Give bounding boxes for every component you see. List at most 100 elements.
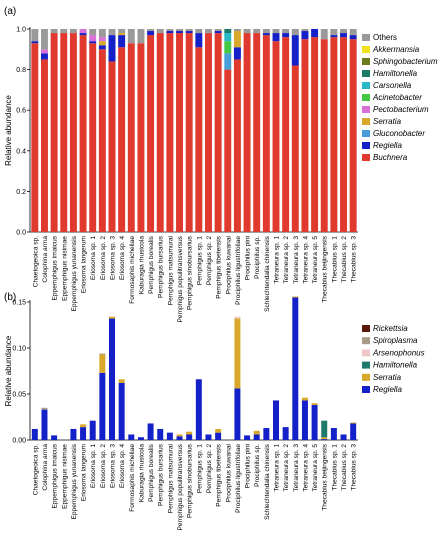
x-tick-label: Tetraneura sp. 2 bbox=[283, 236, 290, 284]
x-tick-label: Eriosoma sp. 1 bbox=[90, 236, 97, 280]
bar-a-colophina-arma-regiella bbox=[40, 53, 48, 60]
x-tick-label: Tetraneura sp. 5 bbox=[312, 236, 319, 284]
bar-a-tetraneura-sp-5-regiella bbox=[311, 29, 319, 38]
x-tick-label: Eppemphigus imaicus bbox=[52, 443, 59, 508]
y-tick-label: 0.05 bbox=[12, 392, 26, 399]
bar-b-prociphilus-ligustrifoliae-serratia bbox=[234, 318, 241, 389]
bar-b-prociphilus-pini-regiella bbox=[244, 435, 251, 440]
legend-label-pectobacterium: Pectobacterium bbox=[373, 105, 429, 114]
legend-swatch-regiella bbox=[362, 386, 370, 393]
legend-label-akkermansia: Akkermansia bbox=[372, 45, 420, 54]
bar-b-pemphigus-sp-1-regiella bbox=[195, 379, 202, 440]
bar-b-pemphigus-populitransversus-serratia bbox=[176, 434, 183, 437]
bar-b-pemphigus-sinobursarius-regiella bbox=[186, 434, 193, 440]
bar-a-schlechtendalia-chinensis-buchnera bbox=[262, 35, 270, 233]
bar-a-prociphilus-pini-others bbox=[243, 29, 251, 34]
x-tick-label: Tetraneura sp. 5 bbox=[312, 444, 319, 492]
legend-label-regiella: Regiella bbox=[373, 141, 402, 150]
x-tick-label: Thecabius sp. 3 bbox=[351, 444, 358, 491]
bar-a-tetraneura-sp-2-others bbox=[282, 29, 290, 34]
bar-a-prociphilus-ligustrifoliae-serratia bbox=[233, 31, 241, 48]
bar-b-eriosoma-sp-2-serratia bbox=[99, 354, 106, 373]
bar-b-prociphilus-sp-serratia bbox=[253, 430, 260, 435]
bar-b-formosaphis-micheliae-regiella bbox=[128, 434, 135, 440]
bar-a-tetraneura-sp-5-buchnera bbox=[311, 37, 319, 233]
x-tick-label: Pemphigus matsumurai bbox=[167, 443, 174, 513]
legend-label-gluconobacter: Gluconobacter bbox=[373, 129, 425, 138]
x-tick-label: Prociphilus pini bbox=[245, 235, 252, 280]
x-tick-label: Thecabius sp. 3 bbox=[351, 236, 358, 283]
x-tick-label: Schlechtendalia chinensis bbox=[264, 443, 271, 520]
chart-panel-b: 0.00 0.05 0.10 0.15 Relative abundance Chaeto… bbox=[4, 296, 425, 531]
x-tick-label: Tetraneura sp. 3 bbox=[293, 444, 300, 492]
bar-b-eriosoma-langerum-serratia bbox=[80, 424, 87, 428]
x-tick-label: Tetraneura sp. 1 bbox=[274, 236, 281, 284]
legend-swatch-gluconobacter bbox=[362, 130, 370, 137]
bar-b-eriosoma-sp-1-regiella bbox=[89, 420, 96, 440]
bar-b-thecabius-sp-3-serratia bbox=[350, 422, 357, 424]
bar-a-tetraneura-sp-3-buchnera bbox=[291, 65, 299, 232]
x-tick-label: Prociphilus pini bbox=[245, 443, 252, 488]
bar-b-pemphigus-tibetensis-regiella bbox=[215, 432, 222, 440]
bar-a-pemphigus-matsumurai-others bbox=[166, 29, 174, 32]
x-tick-label: Prociphilus ligustrifoliae bbox=[235, 236, 242, 305]
bar-a-pemphigus-bursarius-others bbox=[156, 29, 164, 34]
bar-a-pemphigus-populitransversus-others bbox=[176, 29, 184, 32]
bar-a-pemphigus-sinobursarius-others bbox=[185, 29, 193, 32]
bar-b-schlechtendalia-chinensis-regiella bbox=[263, 428, 270, 440]
bar-a-prociphilus-pini-buchnera bbox=[243, 33, 251, 233]
bar-a-thecabius-sp-3-buchnera bbox=[349, 39, 357, 233]
bar-b-eriosoma-sp-2-regiella bbox=[99, 372, 106, 440]
y-tick-label: 0.00 bbox=[12, 438, 26, 445]
bar-a-chaetogeoica-sp-buchnera bbox=[31, 43, 39, 233]
x-tick-label: Tetraneura sp. 1 bbox=[274, 444, 281, 492]
legend-label-buchnera: Buchnera bbox=[373, 153, 408, 162]
bar-a-prociphilus-kuwanai-acinetobacter bbox=[224, 41, 232, 54]
bar-b-eriosoma-sp-3-regiella bbox=[109, 318, 115, 440]
x-tick-label: Thecabius sp. 2 bbox=[341, 444, 348, 491]
legend-swatch-pectobacterium bbox=[362, 106, 370, 113]
bar-b-pemphigus-matsumurai-regiella bbox=[166, 432, 173, 440]
bar-a-eriosoma-sp-2-pectobacterium bbox=[98, 37, 106, 42]
bar-a-eriosoma-sp-1-pectobacterium bbox=[89, 35, 97, 42]
bar-a-pemphigus-borealis-regiella bbox=[147, 31, 155, 36]
bar-b-tetraneura-sp-3-serratia bbox=[292, 296, 299, 298]
x-tick-label: Thecabius beijingensis bbox=[322, 235, 329, 302]
x-tick-label: Pemphigus sp. 1 bbox=[196, 236, 203, 285]
bar-a-eriosoma-sp-4-buchnera bbox=[118, 47, 126, 232]
y-tick-label: 0.6 bbox=[16, 108, 26, 115]
legend-swatch-carsonella bbox=[362, 82, 370, 89]
bar-a-eriosoma-langerum-regiella bbox=[79, 33, 87, 36]
x-tick-label: Eriosoma sp. 3 bbox=[110, 236, 117, 280]
x-tick-label: Eriosoma sp. 2 bbox=[100, 444, 107, 488]
x-tick-label: Eriosoma sp. 2 bbox=[100, 236, 107, 280]
y-tick-label: 0.4 bbox=[16, 148, 26, 155]
bar-a-thecabius-beijingensis-buchnera bbox=[320, 39, 328, 233]
x-tick-label: Schlechtendalia chinensis bbox=[264, 235, 271, 312]
x-tick-label: Tetraneura sp. 4 bbox=[302, 236, 309, 284]
bar-a-prociphilus-kuwanai-gluconobacter bbox=[224, 53, 232, 70]
legend-label-regiella: Regiella bbox=[373, 385, 402, 394]
legend-label-carsonella: Carsonella bbox=[373, 81, 412, 90]
bar-a-eriosoma-sp-4-others bbox=[118, 29, 126, 34]
bar-a-chaetogeoica-sp-others bbox=[31, 29, 39, 42]
bar-a-pemphigus-sinobursarius-buchnera bbox=[185, 33, 193, 233]
bar-b-thecabius-beijingensis-hamiltonella bbox=[321, 420, 328, 438]
x-tick-label: Pemphigus borealis bbox=[148, 443, 155, 502]
bar-b-pemphigus-tibetensis-serratia bbox=[215, 428, 222, 433]
bar-a-tetraneura-sp-2-regiella bbox=[282, 33, 290, 38]
bar-a-eppemphigus-yunanensis-others bbox=[69, 29, 77, 34]
y-tick-label: 0.2 bbox=[16, 189, 26, 196]
bar-a-prociphilus-kuwanai-hamiltonella bbox=[224, 29, 232, 34]
x-tick-label: Thecabius sp. 2 bbox=[341, 236, 348, 283]
bar-a-pemphigus-tibetensis-others bbox=[214, 29, 222, 32]
x-tick-label: Pemphigus sinobursarius bbox=[187, 235, 194, 310]
y-axis-label: Relative abundance bbox=[4, 95, 13, 166]
x-tick-label: Pemphigus bursarius bbox=[158, 235, 165, 298]
bar-a-eppemphigus-imaicus-buchnera bbox=[50, 33, 58, 233]
x-tick-label: Tetraneura sp. 3 bbox=[293, 236, 300, 284]
bar-a-eppemphigus-yunanensis-buchnera bbox=[69, 33, 77, 233]
bar-b-eriosoma-sp-4-serratia bbox=[118, 379, 125, 383]
bar-a-pemphigus-borealis-others bbox=[147, 29, 155, 32]
